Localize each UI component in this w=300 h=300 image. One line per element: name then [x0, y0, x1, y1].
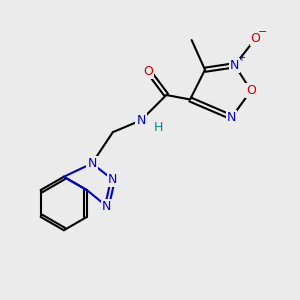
Text: O: O	[144, 65, 154, 78]
Text: N: N	[230, 59, 239, 72]
Text: N: N	[87, 157, 97, 170]
Text: O: O	[246, 84, 256, 97]
Text: N: N	[108, 173, 118, 186]
Text: N: N	[227, 111, 236, 124]
Text: N: N	[136, 114, 146, 127]
Text: O: O	[250, 32, 260, 45]
Text: H: H	[154, 121, 164, 134]
Text: −: −	[258, 27, 268, 37]
Text: N: N	[102, 200, 112, 213]
Text: +: +	[237, 53, 245, 63]
